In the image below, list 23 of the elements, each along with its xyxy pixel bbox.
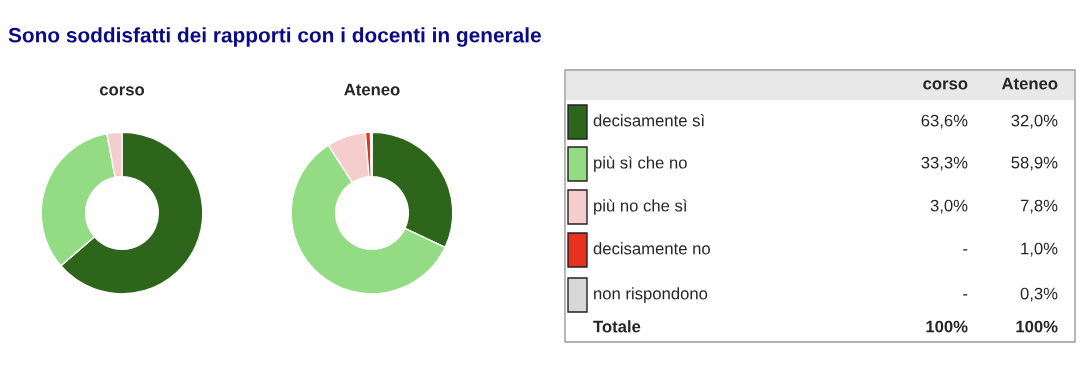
text: 0,3% [1020, 287, 1058, 302]
category-label: più sì che no [594, 156, 687, 172]
category-label: non rispondono [594, 287, 708, 303]
text: 100% [1016, 320, 1058, 333]
text: - [963, 294, 968, 296]
chart-title: corso [99, 86, 145, 96]
text: 100% [926, 320, 968, 333]
text: - [963, 249, 968, 251]
text: corso [923, 80, 968, 90]
chart-title: Ateneo [344, 83, 400, 96]
text: Ateneo [1001, 77, 1058, 90]
text: 7,8% [1020, 199, 1058, 214]
category-label: decisamente sì [593, 114, 704, 127]
category-label: decisamente no [593, 242, 710, 255]
text: 58,9% [1011, 156, 1058, 171]
text: 33,3% [921, 156, 968, 171]
category-label: più no che sì [594, 199, 687, 215]
text: Totale [593, 320, 641, 333]
text: 3,0% [930, 199, 968, 214]
text: 63,6% [921, 114, 968, 129]
text: Sono soddisfatti dei rapporti con i docenti in generale [8, 27, 541, 47]
text: 1,0% [1021, 242, 1058, 257]
text: 32,0% [1011, 114, 1058, 129]
